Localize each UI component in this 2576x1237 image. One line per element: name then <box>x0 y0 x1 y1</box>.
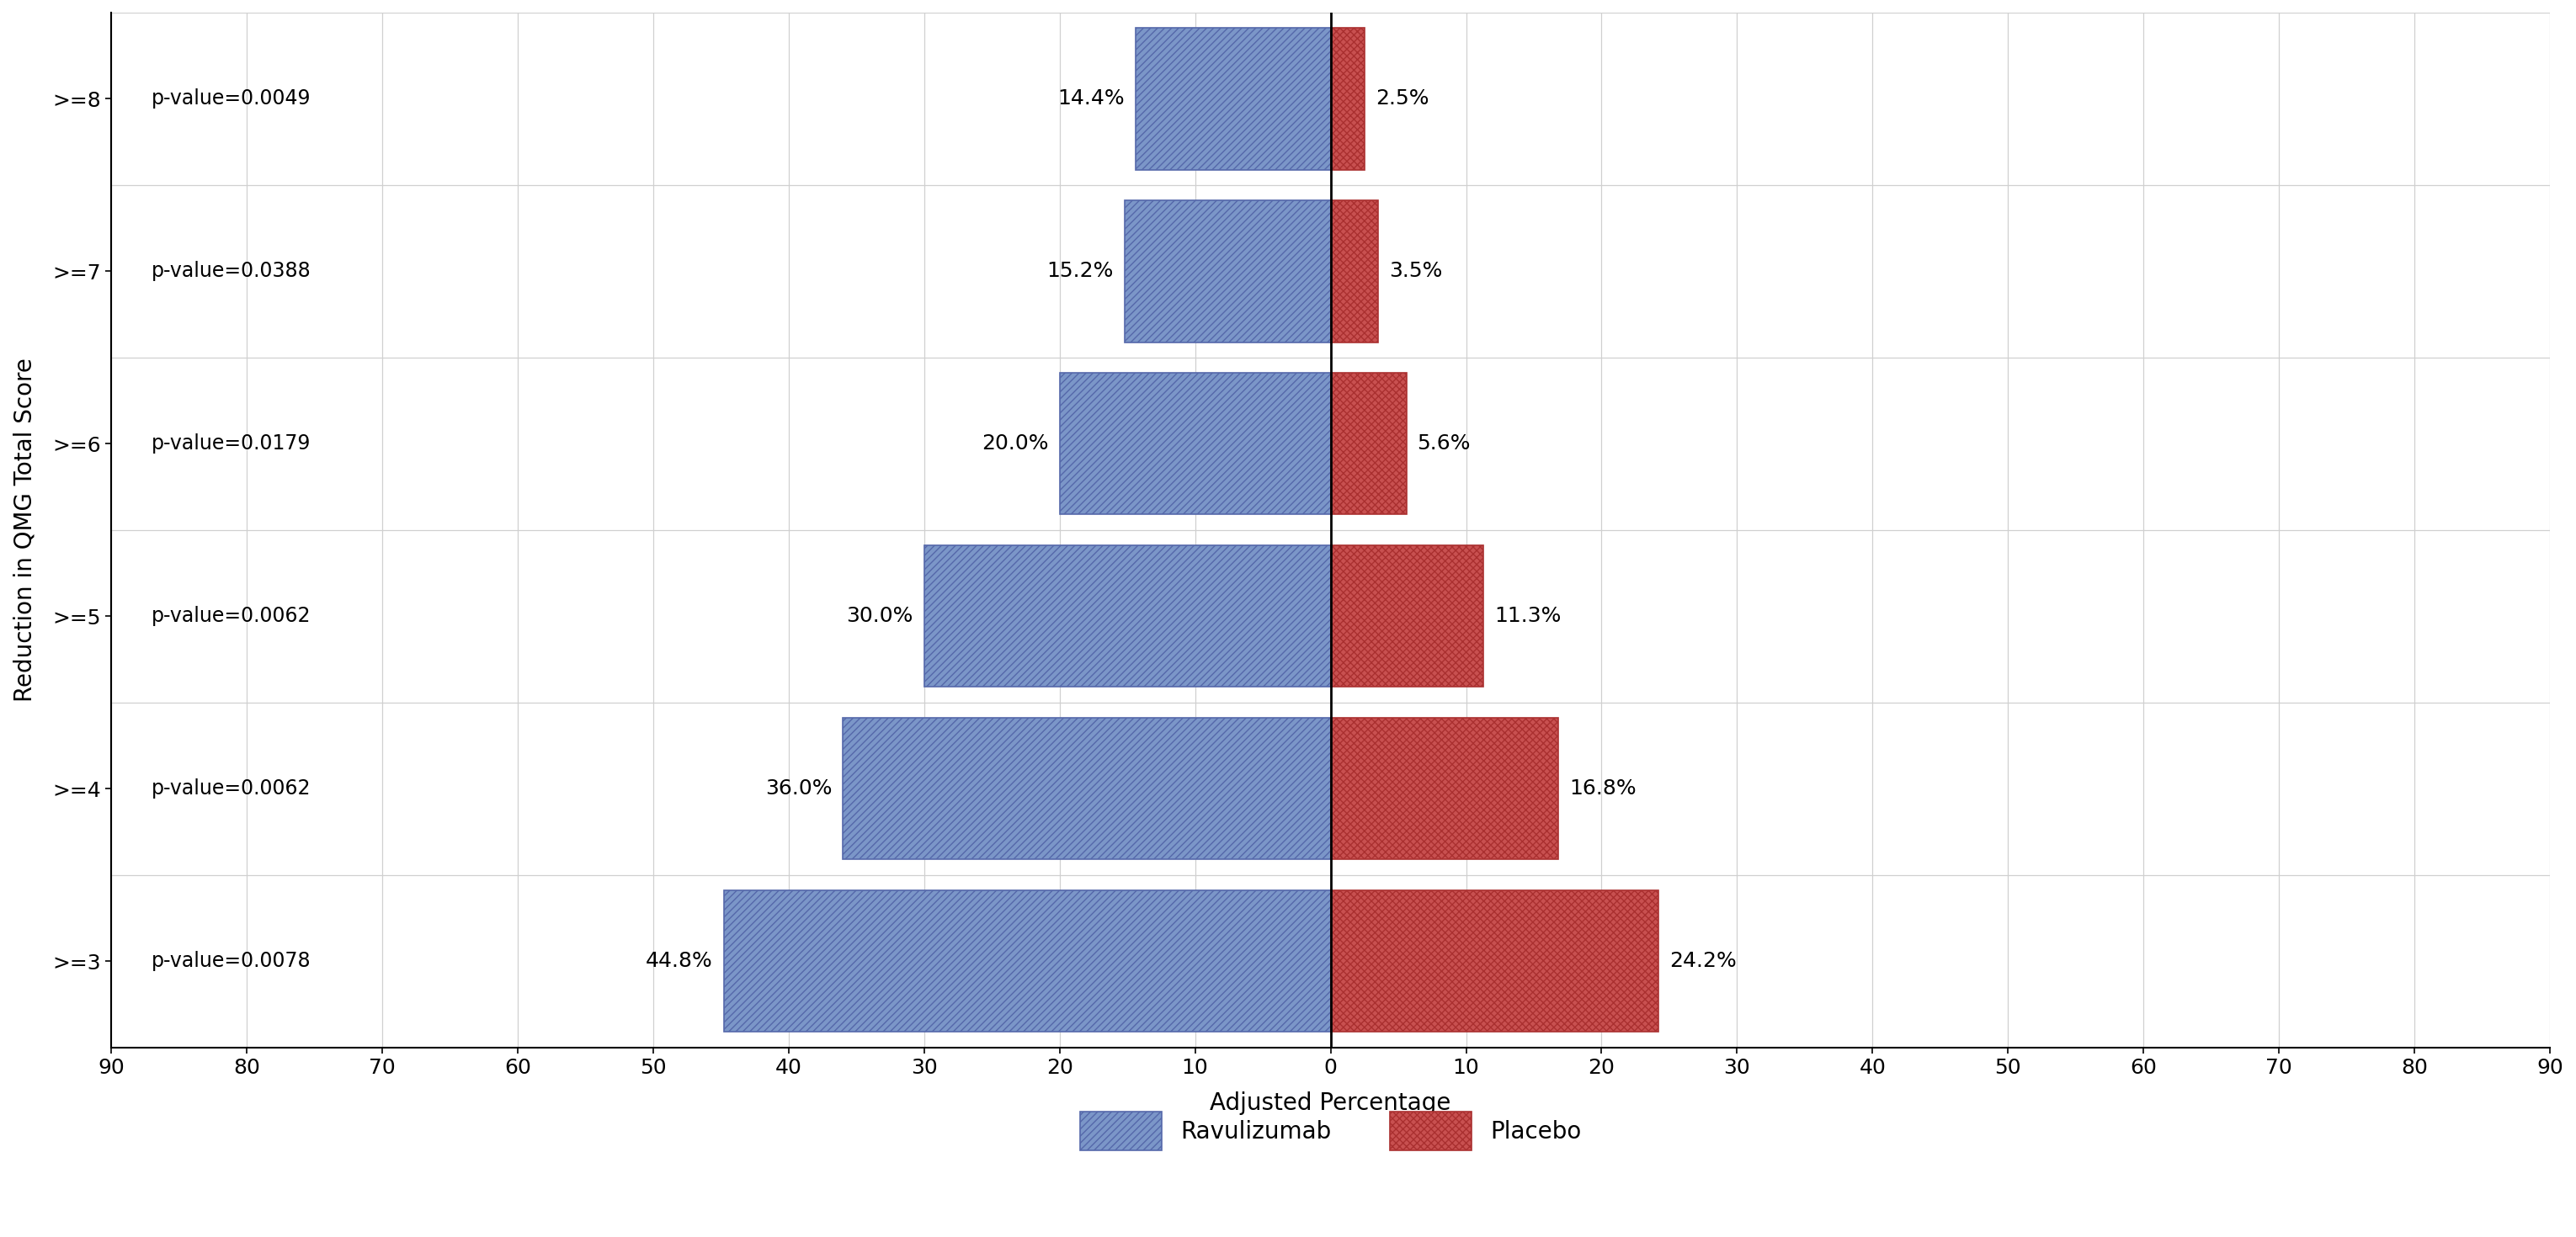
Text: p-value=0.0078: p-value=0.0078 <box>152 951 312 971</box>
Text: 2.5%: 2.5% <box>1376 89 1430 109</box>
Bar <box>1332 374 1406 515</box>
Bar <box>1332 719 1558 860</box>
Text: p-value=0.0179: p-value=0.0179 <box>152 434 312 454</box>
Text: 30.0%: 30.0% <box>848 606 914 626</box>
Y-axis label: Reduction in QMG Total Score: Reduction in QMG Total Score <box>13 357 36 703</box>
Bar <box>1332 200 1378 343</box>
Bar <box>1332 891 1659 1032</box>
Bar <box>724 891 1332 1032</box>
Text: p-value=0.0049: p-value=0.0049 <box>152 89 312 109</box>
Bar <box>1136 28 1332 169</box>
Legend: Ravulizumab, Placebo: Ravulizumab, Placebo <box>1072 1102 1592 1160</box>
Text: p-value=0.0388: p-value=0.0388 <box>152 261 312 282</box>
Bar <box>925 546 1332 687</box>
Text: 24.2%: 24.2% <box>1669 951 1736 971</box>
Bar <box>1126 200 1332 343</box>
X-axis label: Adjusted Percentage: Adjusted Percentage <box>1211 1092 1450 1116</box>
Text: 16.8%: 16.8% <box>1569 779 1636 799</box>
Text: 15.2%: 15.2% <box>1046 261 1113 282</box>
Text: 3.5%: 3.5% <box>1388 261 1443 282</box>
Text: 5.6%: 5.6% <box>1417 434 1471 454</box>
Bar <box>1332 546 1484 687</box>
Text: p-value=0.0062: p-value=0.0062 <box>152 606 312 626</box>
Text: 20.0%: 20.0% <box>981 434 1048 454</box>
Text: 11.3%: 11.3% <box>1494 606 1561 626</box>
Bar <box>1332 28 1365 169</box>
Text: 36.0%: 36.0% <box>765 779 832 799</box>
Text: 14.4%: 14.4% <box>1059 89 1126 109</box>
Text: 44.8%: 44.8% <box>647 951 714 971</box>
Bar <box>1059 374 1332 515</box>
Bar <box>842 719 1332 860</box>
Text: p-value=0.0062: p-value=0.0062 <box>152 779 312 799</box>
